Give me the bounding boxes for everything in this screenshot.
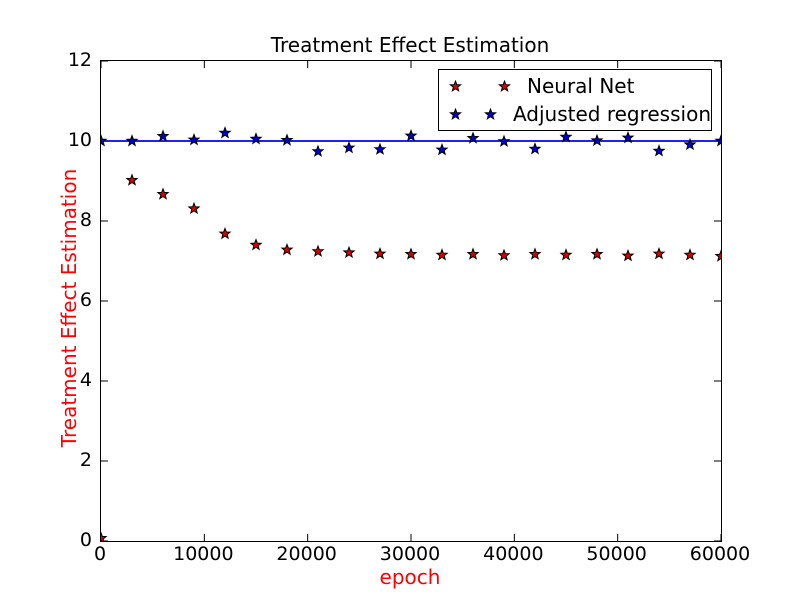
x-tick-label: 60000 [689, 543, 751, 565]
legend: Neural Net Adjusted regression [438, 69, 712, 131]
y-tick-label: 8 [79, 209, 92, 231]
y-tick-label: 10 [67, 129, 92, 151]
x-tick-label: 40000 [483, 543, 544, 565]
star-icon [449, 107, 462, 120]
y-axis-label: Treatment Effect Estimation [57, 168, 81, 448]
x-tick-label: 20000 [276, 543, 337, 565]
x-tick-label: 10000 [173, 543, 234, 565]
y-tick-label: 12 [67, 49, 92, 71]
legend-markers [449, 79, 511, 93]
x-tick-label: 50000 [586, 543, 647, 565]
star-icon [449, 79, 462, 92]
legend-label: Neural Net [527, 74, 635, 98]
legend-markers [449, 107, 497, 121]
x-axis-label: epoch [379, 565, 441, 589]
legend-entry-neural-net: Neural Net [439, 73, 711, 100]
star-icon [498, 79, 511, 92]
x-tick-label: 0 [93, 543, 107, 565]
y-tick-label: 2 [79, 449, 92, 471]
plot-svg [101, 61, 721, 541]
legend-entry-adjusted-regression: Adjusted regression [439, 101, 711, 128]
y-tick-label: 4 [79, 369, 92, 391]
legend-label: Adjusted regression [512, 102, 711, 126]
star-icon [483, 107, 497, 120]
plot-area [100, 60, 722, 542]
y-tick-label: 6 [79, 289, 92, 311]
y-tick-label: 0 [79, 529, 92, 551]
x-tick-label: 30000 [379, 543, 441, 565]
chart-title: Treatment Effect Estimation [270, 33, 550, 57]
